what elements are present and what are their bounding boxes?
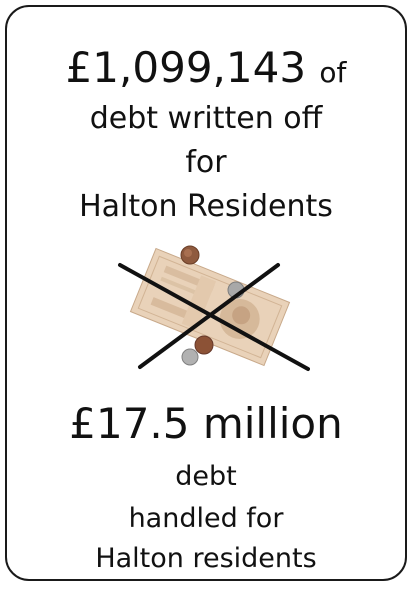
written-off-amount-line: £1,099,143 of [7,47,405,89]
written-off-amount: £1,099,143 [65,43,307,92]
written-off-line-2: debt written off [89,101,323,136]
handled-line-3: handled for [128,503,284,534]
handled-amount: £17.5 million [69,399,343,448]
crossed-out-money-icon [118,245,310,371]
written-off-line-3: for [185,145,227,180]
written-off-line-4: Halton Residents [79,189,333,224]
handled-line-2: debt [175,461,237,492]
written-off-of: of [319,56,347,89]
info-card: £1,099,143 of debt written off for Halto… [5,5,407,581]
handled-line-4: Halton residents [95,543,317,574]
